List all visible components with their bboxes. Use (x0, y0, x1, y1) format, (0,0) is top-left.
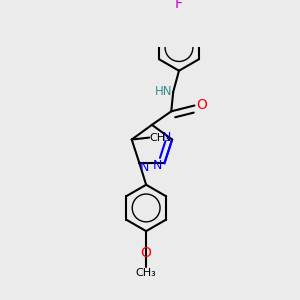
Text: CH₃: CH₃ (149, 133, 170, 142)
Text: F: F (175, 0, 183, 11)
Text: O: O (141, 246, 152, 260)
Text: N: N (162, 131, 171, 144)
Text: HN: HN (155, 85, 172, 98)
Text: N: N (153, 159, 162, 172)
Text: CH₃: CH₃ (136, 268, 157, 278)
Text: O: O (196, 98, 207, 112)
Text: N: N (140, 161, 149, 174)
